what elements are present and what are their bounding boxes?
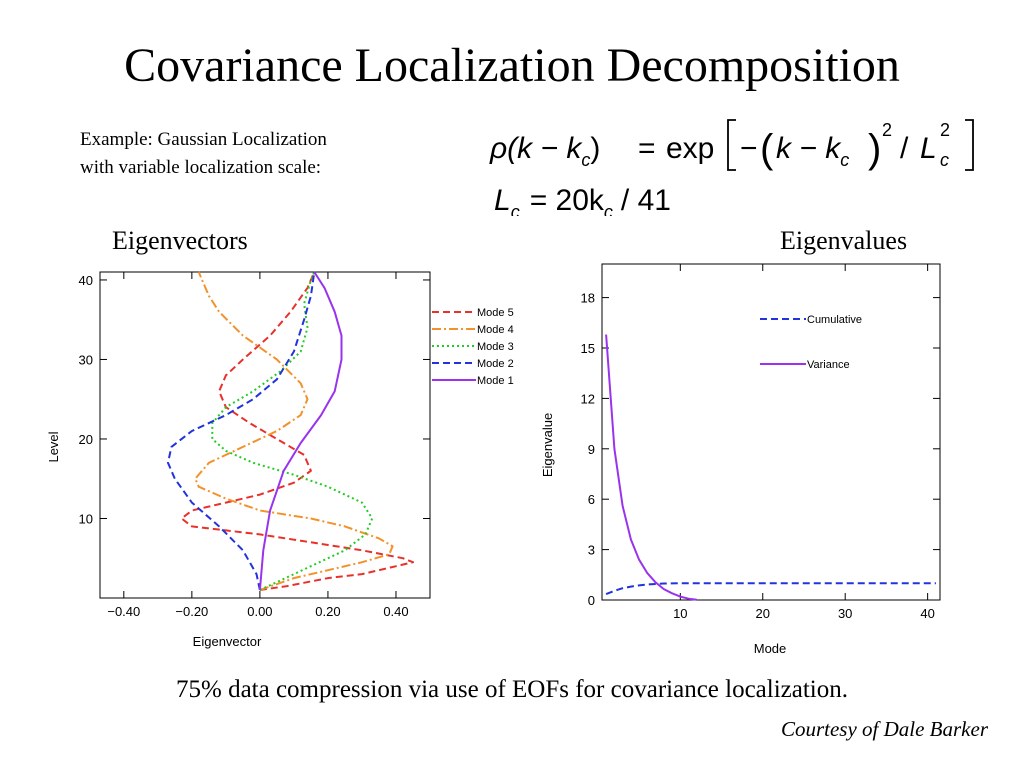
x-tick-label: 40 (920, 606, 934, 621)
x-tick-label: 0.20 (315, 604, 340, 619)
eigenvectors-label: Eigenvectors (112, 226, 248, 255)
x-tick-label: 20 (756, 606, 770, 621)
y-tick-label: 18 (581, 291, 595, 306)
y-tick-label: 6 (588, 492, 595, 507)
formula-L: L (920, 132, 937, 165)
eigenvector-plot-area: −0.40 −0.20 0.00 0.20 0.40 10 20 30 40 Mode 5 Mode… (79, 271, 514, 619)
y-tick-label: 40 (79, 273, 93, 288)
example-line-2: with variable localization scale: (80, 157, 322, 178)
x-tick-label: 0.40 (383, 604, 408, 619)
formula-line2: Lc = 20kc/ 41 (494, 184, 671, 216)
y-tick-label: 10 (79, 511, 93, 526)
left-paren: ( (760, 127, 774, 171)
series-line-mode-5 (180, 271, 414, 591)
y-tick-label: 20 (79, 432, 93, 447)
right-paren: ) (868, 127, 881, 171)
x-tick-label: −0.40 (107, 604, 140, 619)
y-axis-label: Level (46, 431, 61, 462)
series-line-mode-4 (194, 271, 394, 591)
eigenvalue-plot-area: 10 20 30 40 0 3 6 9 12 15 18 Cumulative Variance (581, 263, 941, 621)
eigenvalue-chart: 10 20 30 40 0 3 6 9 12 15 18 Cumulative Variance Mod… (540, 263, 941, 656)
x-axis-label: Mode (754, 641, 787, 656)
eigenvector-chart: −0.40 −0.20 0.00 0.20 0.40 10 20 30 40 Mode 5 Mode… (46, 271, 514, 649)
series-line-mode-1 (258, 271, 343, 591)
slide-title: Covariance Localization Decomposition (124, 39, 900, 92)
legend-label: Mode 1 (477, 375, 514, 387)
legend-label: Mode 3 (477, 341, 514, 353)
credit-line: Courtesy of Dale Barker (780, 717, 988, 741)
example-description: Example: Gaussian Localization with vari… (80, 126, 327, 182)
y-tick-label: 30 (79, 352, 93, 367)
plot-frame (99, 271, 431, 599)
eigenvalues-label: Eigenvalues (780, 226, 908, 255)
legend-label: Mode 4 (477, 324, 514, 336)
x-tick-label: 10 (673, 606, 687, 621)
series-line-cumulative (605, 582, 936, 596)
y-tick-label: 0 (588, 593, 595, 608)
legend-label: Mode 2 (477, 358, 514, 370)
formula-inner: k − kc (776, 132, 849, 170)
legend-label: Cumulative (807, 314, 862, 326)
example-line-1: Example: Gaussian Localization (80, 129, 327, 150)
y-tick-label: 9 (588, 442, 595, 457)
series-line-mode-3 (211, 271, 374, 591)
legend-label: Mode 5 (477, 307, 514, 319)
formula-slash: / (900, 132, 909, 165)
localization-formula: ρ(k − kc) = exp − ( k − kc ) 2 / L 2 c L… (489, 119, 974, 216)
x-tick-label: 30 (838, 606, 852, 621)
formula-lhs: ρ(k − kc) (489, 132, 600, 170)
series-line-mode-2 (167, 271, 316, 591)
formula-square: 2 (882, 120, 892, 140)
slide-caption: 75% data compression via use of EOFs for… (176, 676, 848, 703)
plot-frame (601, 263, 941, 601)
x-tick-label: 0.00 (247, 604, 272, 619)
legend-label: Variance (807, 359, 850, 371)
x-tick-label: −0.20 (175, 604, 208, 619)
y-tick-label: 15 (581, 341, 595, 356)
y-tick-label: 12 (581, 391, 595, 406)
x-axis-label: Eigenvector (193, 634, 262, 649)
formula-equals: = (638, 132, 656, 165)
series-line-variance (605, 334, 697, 601)
y-axis-label: Eigenvalue (540, 413, 555, 477)
left-bracket (727, 119, 736, 171)
right-bracket (965, 119, 974, 171)
formula-minus: − (740, 132, 758, 165)
y-tick-label: 3 (588, 543, 595, 558)
formula-L-sub: c (940, 150, 949, 170)
formula-exp: exp (666, 132, 714, 165)
formula-L-sup: 2 (940, 120, 950, 140)
